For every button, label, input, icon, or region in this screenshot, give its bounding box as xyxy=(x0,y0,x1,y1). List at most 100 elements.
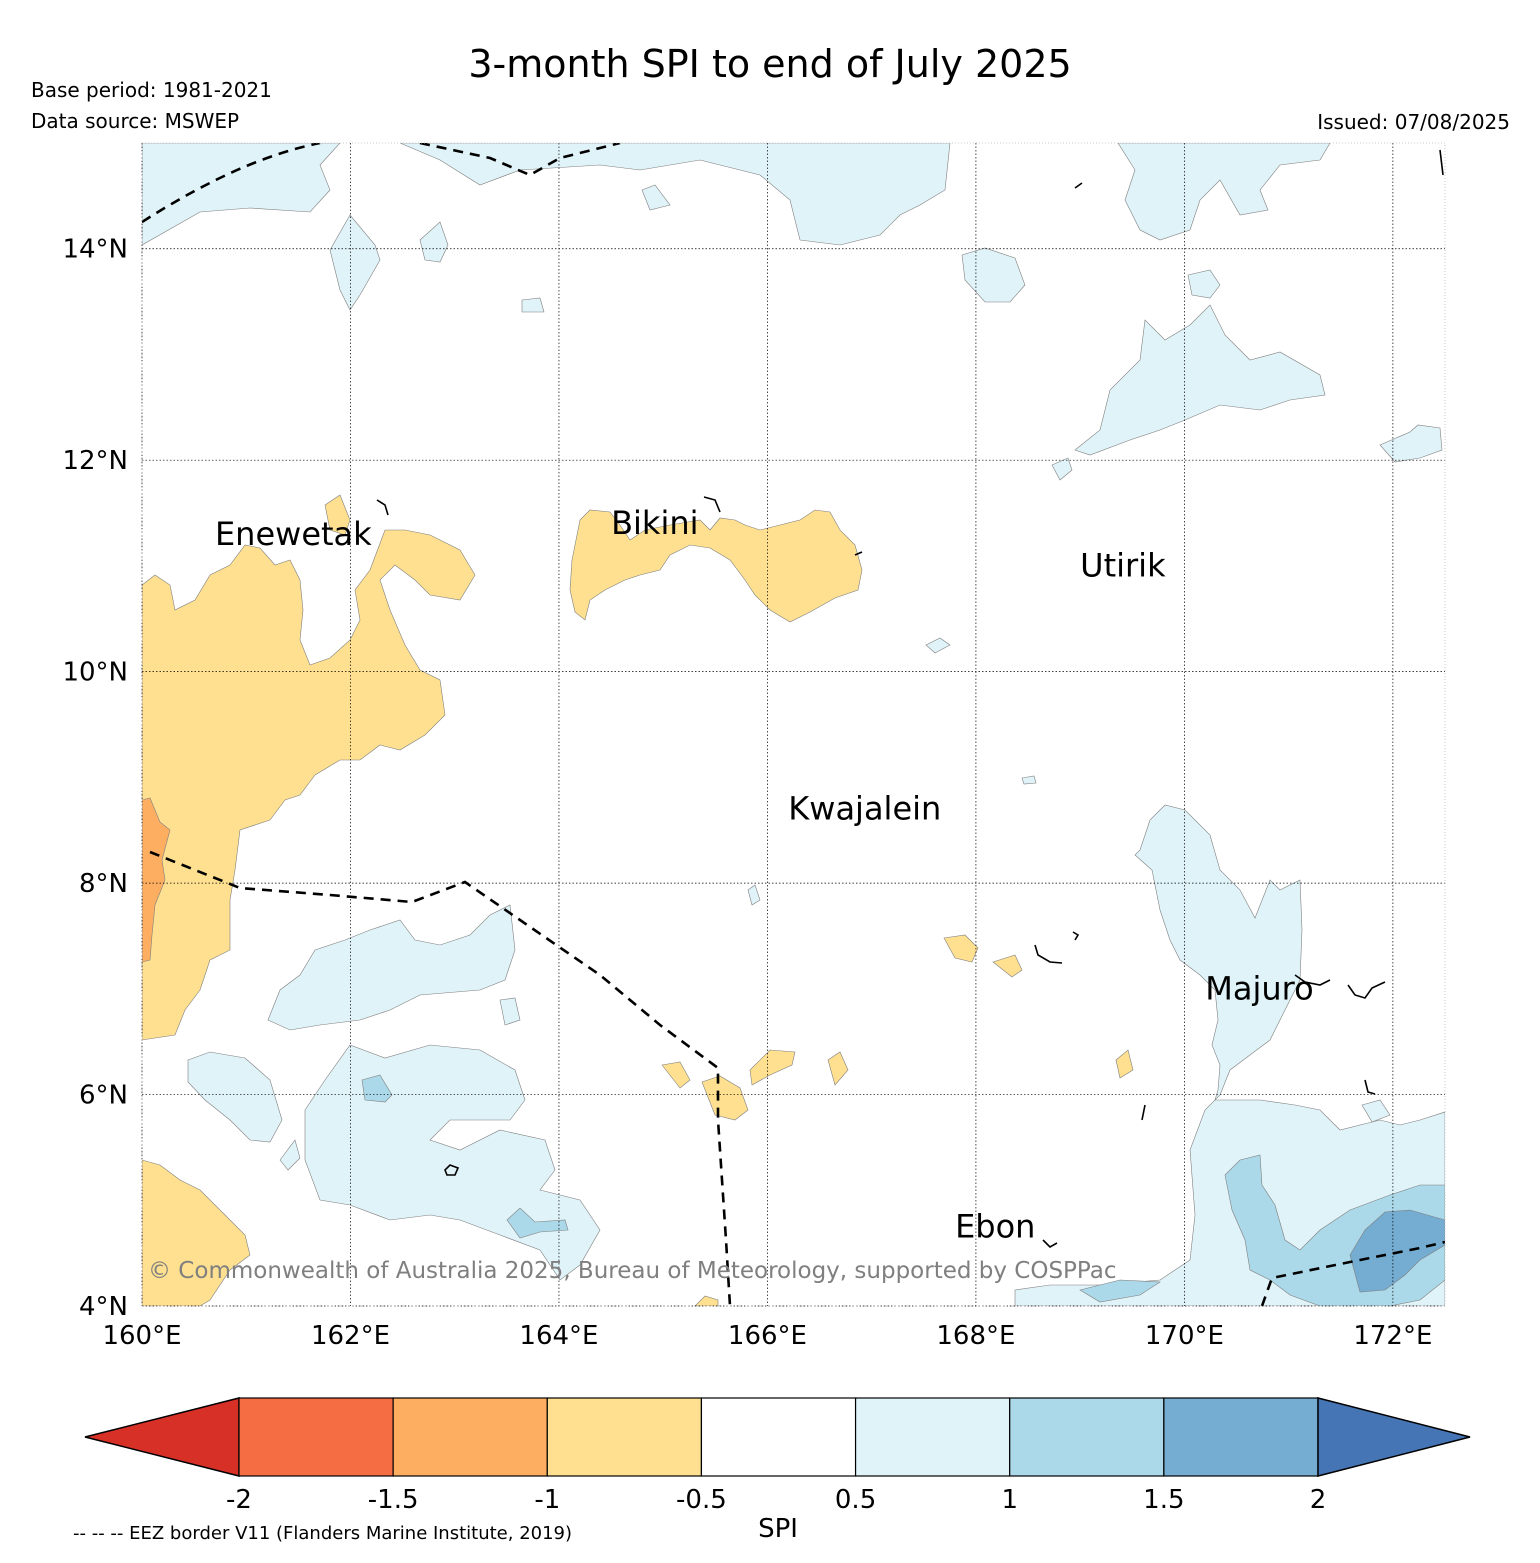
wet-region-north-east xyxy=(1117,143,1331,241)
wet-region-south-east xyxy=(1014,804,1445,1306)
atoll-outline-4 xyxy=(1034,944,1063,964)
dry-region-south-west xyxy=(142,1159,251,1306)
dry-region-patch-1 xyxy=(943,934,979,963)
colorbar-segment xyxy=(392,1397,548,1477)
wet-region-patch-14 xyxy=(1361,1099,1391,1123)
data-source-text: Data source: MSWEP xyxy=(31,109,240,133)
colorbar-segment xyxy=(1163,1397,1319,1477)
atoll-outline-12 xyxy=(376,499,389,516)
longitude-tick-label: 166°E xyxy=(728,1321,807,1351)
atoll-outline-7 xyxy=(1347,981,1386,999)
place-label-bikini: Bikini xyxy=(611,504,698,542)
place-labels: Enewetak Bikini Utirik Kwajalein Majuro Ebon xyxy=(215,504,1314,1245)
eez-border-north-center xyxy=(419,143,621,177)
dry-region-patch-5 xyxy=(749,1049,796,1086)
map-frame xyxy=(141,142,1446,1307)
wet-region-south-west-c xyxy=(304,1044,601,1281)
atoll-outline-1 xyxy=(1074,182,1083,189)
colorbar-tick-labels: -2 -1.5 -1 -0.5 0.5 1 1.5 2 xyxy=(226,1485,1326,1515)
map-title: 3-month SPI to end of July 2025 xyxy=(468,42,1072,86)
wet-moderate-patch-1 xyxy=(1079,1279,1161,1303)
longitude-tick-label: 160°E xyxy=(102,1321,181,1351)
atoll-outline-9 xyxy=(444,1164,460,1176)
longitude-tick-label: 168°E xyxy=(936,1321,1015,1351)
wet-region-east-central xyxy=(1074,304,1326,456)
atoll-outline-5 xyxy=(1072,931,1080,941)
colorbar-label: SPI xyxy=(758,1514,798,1544)
wet-region-patch-8 xyxy=(1051,457,1073,481)
wet-region-north-west xyxy=(142,143,341,246)
longitude-tick-label: 164°E xyxy=(519,1321,598,1351)
colorbar-extend-low xyxy=(84,1397,240,1477)
wet-region-patch-9 xyxy=(925,637,951,654)
wet-region-patch-10 xyxy=(499,997,521,1026)
eez-border-south-east xyxy=(1260,1240,1445,1306)
atoll-outline-3 xyxy=(854,551,863,556)
colorbar-tick-label: 0.5 xyxy=(835,1485,876,1515)
eez-borders xyxy=(142,143,1445,1306)
place-label-utirik: Utirik xyxy=(1080,546,1166,584)
latitude-tick-label: 4°N xyxy=(79,1292,128,1322)
latitude-tick-label: 12°N xyxy=(62,446,128,476)
wet-moderate-patch-2 xyxy=(361,1074,393,1103)
dry-region-patch-3 xyxy=(661,1061,691,1089)
dry-region-patch-2 xyxy=(992,954,1023,978)
dry-region-patch-6 xyxy=(827,1051,849,1086)
place-label-kwajalein: Kwajalein xyxy=(788,790,941,828)
wet-region-patch-6 xyxy=(1187,269,1221,299)
dry-region-west xyxy=(142,529,476,1041)
colorbar-tick-label: -1 xyxy=(534,1485,560,1515)
colorbar-segment xyxy=(854,1397,1011,1477)
longitude-tick-label: 172°E xyxy=(1353,1321,1432,1351)
dry-region-patch-4 xyxy=(701,1075,749,1121)
atoll-outlines xyxy=(376,149,1444,1248)
issued-date-text: Issued: 07/08/2025 xyxy=(1317,110,1510,134)
colorbar-tick-label: -1.5 xyxy=(368,1485,419,1515)
atoll-outline-6 xyxy=(1294,974,1331,986)
dry-region-patch-8 xyxy=(694,1295,719,1306)
wet-region-patch-7 xyxy=(1379,424,1443,463)
place-label-ebon: Ebon xyxy=(955,1207,1035,1245)
wet-moderate-patch-3 xyxy=(506,1207,569,1239)
atoll-outline-8 xyxy=(1141,1104,1146,1121)
wet-region-patch-1 xyxy=(329,214,381,311)
base-period-text: Base period: 1981-2021 xyxy=(31,78,272,102)
latitude-tick-label: 8°N xyxy=(79,869,128,899)
eez-border-north-west xyxy=(142,143,321,224)
wet-region-north-center xyxy=(399,143,951,246)
longitude-tick-label: 162°E xyxy=(311,1321,390,1351)
very-wet-region-east xyxy=(1349,1209,1445,1293)
latitude-tick-label: 6°N xyxy=(79,1081,128,1111)
spi-contours xyxy=(142,143,1445,1306)
eez-border-west xyxy=(149,850,732,1306)
colorbar-segment xyxy=(546,1397,703,1477)
longitude-tick-label: 170°E xyxy=(1145,1321,1224,1351)
longitude-tick-labels: 160°E 162°E 164°E 166°E 168°E 170°E 172°E xyxy=(102,1321,1432,1351)
colorbar-segment xyxy=(1009,1397,1165,1477)
colorbar-segment xyxy=(238,1397,394,1477)
wet-region-patch-5 xyxy=(961,247,1026,303)
dry-region-patch-enewetak xyxy=(324,494,351,536)
wet-region-patch-13 xyxy=(1021,775,1037,785)
latitude-tick-label: 10°N xyxy=(62,658,128,688)
atoll-outline-2 xyxy=(1439,149,1444,176)
dry-region-patch-7 xyxy=(1115,1049,1134,1079)
colorbar-tick-label: -0.5 xyxy=(676,1485,727,1515)
wet-region-south-west-b xyxy=(187,1051,283,1143)
copyright-text: © Commonwealth of Australia 2025, Bureau… xyxy=(148,1258,1117,1284)
atoll-outline-13 xyxy=(703,496,721,513)
place-label-enewetak: Enewetak xyxy=(215,515,372,553)
colorbar-extend-high xyxy=(1317,1397,1471,1477)
dry-region-bikini xyxy=(569,509,863,623)
colorbar-tick-label: 2 xyxy=(1310,1485,1327,1515)
atoll-outline-10 xyxy=(1364,1079,1376,1095)
wet-region-patch-4 xyxy=(521,297,545,313)
wet-region-patch-2 xyxy=(419,221,449,263)
colorbar-tick-label: -2 xyxy=(226,1485,252,1515)
spi-colorbar xyxy=(84,1397,1471,1477)
map-gridlines xyxy=(141,143,1445,1307)
colorbar-tick-label: 1.5 xyxy=(1143,1485,1184,1515)
wet-region-patch-3 xyxy=(641,184,671,211)
wet-region-patch-12 xyxy=(747,884,761,906)
